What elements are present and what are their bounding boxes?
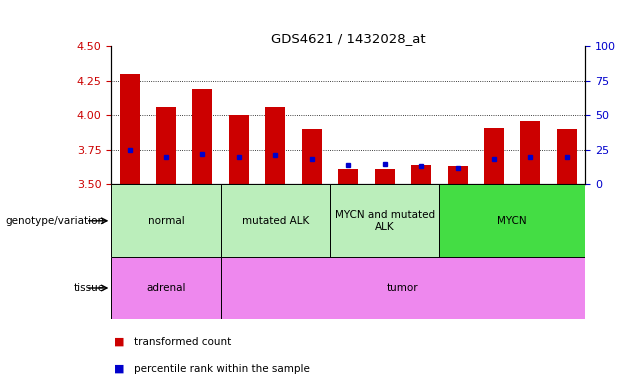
Text: ■: ■: [114, 364, 125, 374]
Bar: [484, 127, 504, 184]
Bar: [330, 184, 439, 257]
Text: ■: ■: [114, 337, 125, 347]
Bar: [439, 184, 585, 257]
Bar: [120, 74, 139, 184]
Text: GSM914181: GSM914181: [343, 184, 353, 239]
Bar: [301, 129, 322, 184]
Text: tumor: tumor: [387, 283, 418, 293]
Text: GSM801622: GSM801622: [526, 184, 535, 239]
Title: GDS4621 / 1432028_at: GDS4621 / 1432028_at: [271, 32, 425, 45]
Bar: [520, 121, 541, 184]
Text: GSM801619: GSM801619: [307, 184, 316, 239]
Bar: [221, 184, 330, 257]
Text: tissue: tissue: [74, 283, 105, 293]
Bar: [411, 165, 431, 184]
Bar: [193, 89, 212, 184]
Bar: [221, 257, 585, 319]
Bar: [338, 169, 358, 184]
Bar: [229, 115, 249, 184]
Bar: [375, 169, 395, 184]
Text: MYCN: MYCN: [497, 216, 527, 226]
Bar: [111, 184, 221, 257]
Text: GSM801620: GSM801620: [453, 184, 462, 239]
Text: GSM801625: GSM801625: [162, 184, 170, 239]
Text: genotype/variation: genotype/variation: [6, 216, 105, 226]
Bar: [448, 166, 467, 184]
Text: normal: normal: [148, 216, 184, 226]
Text: GSM801626: GSM801626: [198, 184, 207, 239]
Text: GSM801618: GSM801618: [271, 184, 280, 239]
Bar: [265, 107, 286, 184]
Bar: [111, 257, 221, 319]
Text: adrenal: adrenal: [146, 283, 186, 293]
Bar: [156, 107, 176, 184]
Bar: [557, 129, 577, 184]
Text: transformed count: transformed count: [134, 337, 231, 347]
Text: GSM914182: GSM914182: [380, 184, 389, 239]
Text: GSM801623: GSM801623: [562, 184, 571, 239]
Text: GSM801621: GSM801621: [490, 184, 499, 239]
Text: MYCN and mutated
ALK: MYCN and mutated ALK: [335, 210, 435, 232]
Text: GSM914183: GSM914183: [417, 184, 425, 239]
Text: GSM801617: GSM801617: [235, 184, 244, 239]
Text: GSM801624: GSM801624: [125, 184, 134, 239]
Text: percentile rank within the sample: percentile rank within the sample: [134, 364, 310, 374]
Text: mutated ALK: mutated ALK: [242, 216, 309, 226]
